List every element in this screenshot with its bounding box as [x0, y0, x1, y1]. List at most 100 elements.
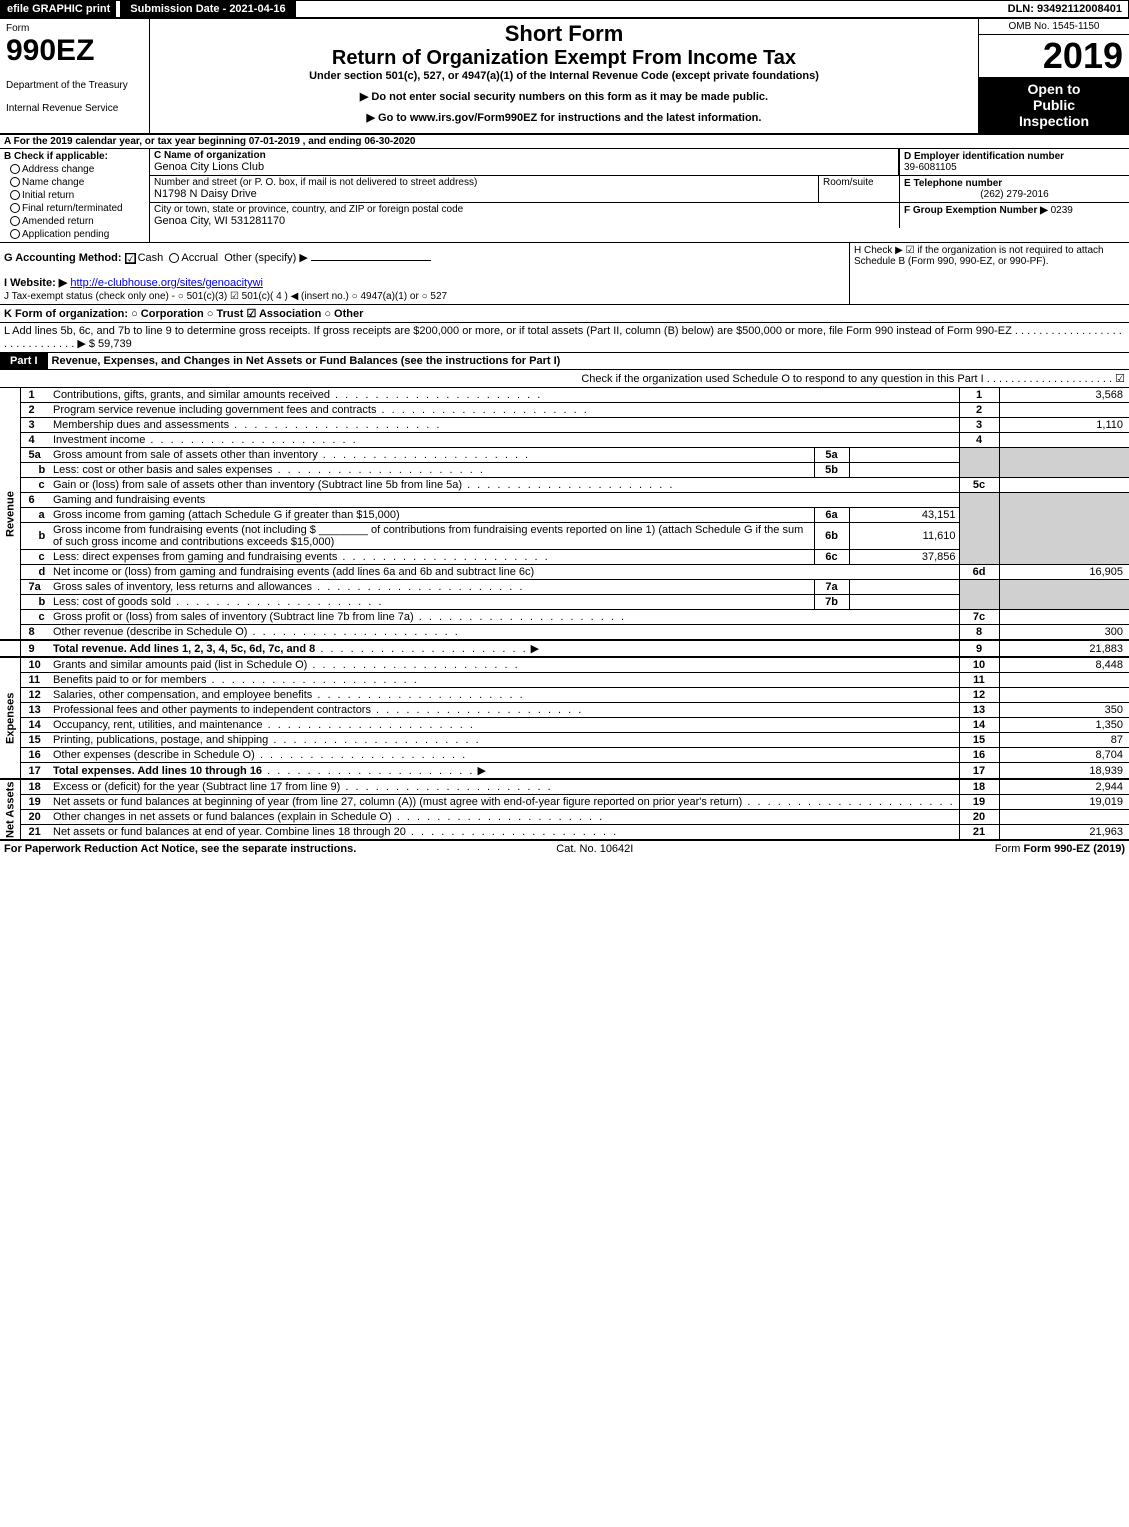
l13-col: 13: [959, 703, 999, 718]
l6c-num: c: [20, 550, 50, 565]
l19-desc: Net assets or fund balances at beginning…: [50, 795, 959, 810]
sidebar-rev-end: [0, 640, 20, 657]
ssn-notice: ▶ Do not enter social security numbers o…: [156, 90, 972, 103]
footer-right-text: Form 990-EZ (2019): [1024, 843, 1125, 855]
chk-application-pending[interactable]: Application pending: [10, 229, 145, 240]
l5-shade: [959, 448, 999, 478]
top-bar: efile GRAPHIC print Submission Date - 20…: [0, 0, 1129, 19]
group-exemption-value: 0239: [1051, 205, 1073, 216]
l6b-num: b: [20, 523, 50, 550]
org-city: Genoa City, WI 531281170: [154, 215, 895, 227]
l7b-num: b: [20, 595, 50, 610]
l5b-desc: Less: cost or other basis and sales expe…: [50, 463, 814, 478]
l12-num: 12: [20, 688, 50, 703]
chk-address-change[interactable]: Address change: [10, 164, 145, 175]
l5a-sublbl: 5a: [814, 448, 849, 463]
sidebar-expenses: Expenses: [0, 657, 20, 779]
chk-initial-return[interactable]: Initial return: [10, 190, 145, 201]
ein-value: 39-6081105: [904, 162, 1125, 173]
l14-col: 14: [959, 718, 999, 733]
l16-col: 16: [959, 748, 999, 763]
section-b: B Check if applicable: Address change Na…: [0, 149, 150, 242]
section-l: L Add lines 5b, 6c, and 7b to line 9 to …: [0, 323, 1129, 353]
website-link[interactable]: http://e-clubhouse.org/sites/genoacitywi: [70, 277, 263, 289]
dept-treasury: Department of the Treasury: [6, 80, 143, 91]
l15-desc: Printing, publications, postage, and shi…: [50, 733, 959, 748]
goto-link[interactable]: ▶ Go to www.irs.gov/Form990EZ for instru…: [156, 111, 972, 124]
l5c-desc: Gain or (loss) from sale of assets other…: [50, 478, 959, 493]
l7c-num: c: [20, 610, 50, 625]
l3-desc: Membership dues and assessments: [50, 418, 959, 433]
room-label: Room/suite: [819, 176, 899, 202]
l2-num: 2: [20, 403, 50, 418]
l21-val: 21,963: [999, 825, 1129, 841]
l11-desc: Benefits paid to or for members: [50, 673, 959, 688]
l18-desc: Excess or (deficit) for the year (Subtra…: [50, 779, 959, 795]
header-right: OMB No. 1545-1150 2019 Open to Public In…: [979, 19, 1129, 133]
section-h: H Check ▶ ☑ if the organization is not r…: [849, 243, 1129, 304]
l16-val: 8,704: [999, 748, 1129, 763]
chk-name-change[interactable]: Name change: [10, 177, 145, 188]
title-return: Return of Organization Exempt From Incom…: [156, 47, 972, 70]
l4-val: [999, 433, 1129, 448]
chk-cash-label: Cash: [138, 252, 164, 264]
open-inspection-badge: Open to Public Inspection: [979, 77, 1129, 133]
l19-num: 19: [20, 795, 50, 810]
sidebar-revenue: Revenue: [0, 388, 20, 640]
l19-col: 19: [959, 795, 999, 810]
l6d-col: 6d: [959, 565, 999, 580]
l7-shade: [959, 580, 999, 610]
chk-cash[interactable]: [125, 253, 136, 264]
l14-desc: Occupancy, rent, utilities, and maintena…: [50, 718, 959, 733]
l9-num: 9: [20, 640, 50, 657]
l7-shade2: [999, 580, 1129, 610]
l6c-desc: Less: direct expenses from gaming and fu…: [50, 550, 814, 565]
l12-desc: Salaries, other compensation, and employ…: [50, 688, 959, 703]
l6b-subval: 11,610: [849, 523, 959, 550]
section-j: J Tax-exempt status (check only one) - ○…: [4, 291, 845, 302]
l6d-desc: Net income or (loss) from gaming and fun…: [50, 565, 959, 580]
omb-number: OMB No. 1545-1150: [979, 19, 1129, 35]
l4-desc: Investment income: [50, 433, 959, 448]
e-tel-block: E Telephone number (262) 279-2016: [899, 176, 1129, 202]
l11-val: [999, 673, 1129, 688]
l21-col: 21: [959, 825, 999, 841]
l7a-num: 7a: [20, 580, 50, 595]
l7a-subval: [849, 580, 959, 595]
l9-col: 9: [959, 640, 999, 657]
d-ein-label: D Employer identification number: [904, 151, 1125, 162]
l2-desc: Program service revenue including govern…: [50, 403, 959, 418]
l10-desc: Grants and similar amounts paid (list in…: [50, 657, 959, 673]
efile-link[interactable]: efile GRAPHIC print: [1, 1, 116, 17]
d-ein-block: D Employer identification number 39-6081…: [899, 149, 1129, 175]
l5-shade2: [999, 448, 1129, 478]
part1-header-row: Part I Revenue, Expenses, and Changes in…: [0, 353, 1129, 370]
l15-col: 15: [959, 733, 999, 748]
l4-num: 4: [20, 433, 50, 448]
l13-val: 350: [999, 703, 1129, 718]
l17-val: 18,939: [999, 763, 1129, 780]
chk-accrual[interactable]: [169, 253, 179, 263]
l9-desc: Total revenue. Add lines 1, 2, 3, 4, 5c,…: [50, 640, 959, 657]
l6-num: 6: [20, 493, 50, 508]
l7c-desc: Gross profit or (loss) from sales of inv…: [50, 610, 959, 625]
section-bcd: B Check if applicable: Address change Na…: [0, 149, 1129, 243]
submission-date-button[interactable]: Submission Date - 2021-04-16: [120, 1, 295, 17]
dept-irs: Internal Revenue Service: [6, 103, 143, 114]
l1-desc: Contributions, gifts, grants, and simila…: [50, 388, 959, 403]
chk-final-return[interactable]: Final return/terminated: [10, 203, 145, 214]
l8-desc: Other revenue (describe in Schedule O): [50, 625, 959, 641]
chk-amended-return[interactable]: Amended return: [10, 216, 145, 227]
l5c-val: [999, 478, 1129, 493]
l5a-num: 5a: [20, 448, 50, 463]
section-g: G Accounting Method: Cash Accrual Other …: [0, 243, 849, 304]
l14-num: 14: [20, 718, 50, 733]
l20-num: 20: [20, 810, 50, 825]
l1-col: 1: [959, 388, 999, 403]
l6-shade2: [999, 493, 1129, 565]
part1-title: Revenue, Expenses, and Changes in Net As…: [48, 353, 565, 369]
l6b-sublbl: 6b: [814, 523, 849, 550]
other-specify-input[interactable]: [311, 260, 431, 261]
l6a-num: a: [20, 508, 50, 523]
l12-val: [999, 688, 1129, 703]
